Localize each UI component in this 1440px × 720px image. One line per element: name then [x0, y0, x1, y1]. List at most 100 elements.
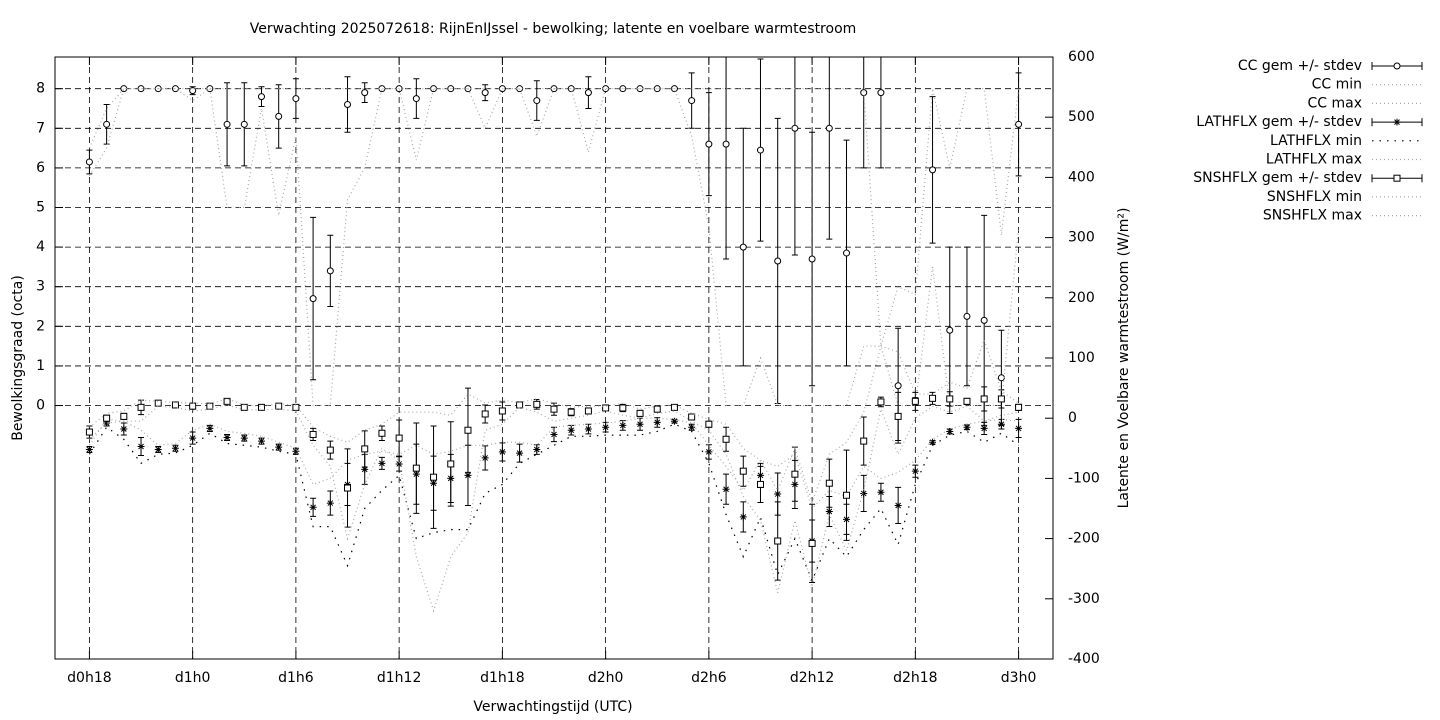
y-tick-label: 6: [36, 160, 45, 176]
marker: [326, 267, 334, 275]
marker: [240, 120, 248, 128]
marker: [997, 395, 1005, 403]
y-tick-label: 2: [36, 318, 45, 334]
marker: [636, 420, 644, 428]
marker: [85, 428, 93, 436]
legend-label: CC gem +/- stdev: [1238, 58, 1362, 74]
marker: [963, 312, 971, 320]
y2-tick-label: 500: [1068, 109, 1095, 125]
y-tick-label: 5: [36, 200, 45, 216]
x-tick-label: d0h18: [67, 670, 111, 686]
marker: [980, 424, 988, 432]
marker: [137, 403, 145, 411]
marker: [774, 490, 782, 498]
legend-label: CC max: [1307, 95, 1362, 111]
marker: [980, 316, 988, 324]
marker: [344, 484, 352, 492]
marker: [257, 403, 265, 411]
marker: [309, 430, 317, 438]
marker: [292, 447, 300, 455]
marker: [911, 397, 919, 405]
marker: [103, 120, 111, 128]
legend-label: SNSHFLX min: [1267, 189, 1362, 205]
marker: [584, 89, 592, 97]
marker: [154, 399, 162, 407]
marker: [533, 97, 541, 105]
marker: [1015, 424, 1023, 432]
marker: [361, 445, 369, 453]
marker: [223, 120, 231, 128]
marker: [739, 467, 747, 475]
marker: [894, 412, 902, 420]
y-tick-label: 8: [36, 81, 45, 97]
marker: [447, 460, 455, 468]
marker: [860, 437, 868, 445]
chart-title: Verwachting 2025072618: RijnEnIJssel - b…: [250, 21, 857, 37]
marker: [257, 93, 265, 101]
y-tick-label: 1: [36, 358, 45, 374]
marker: [378, 459, 386, 467]
marker: [206, 85, 214, 93]
marker: [602, 85, 610, 93]
marker: [670, 417, 678, 425]
marker: [722, 485, 730, 493]
marker: [894, 382, 902, 390]
marker: [860, 89, 868, 97]
y2-tick-label: 0: [1068, 410, 1077, 426]
marker: [481, 410, 489, 418]
marker: [137, 442, 145, 450]
marker: [206, 424, 214, 432]
marker: [1015, 120, 1023, 128]
marker: [946, 326, 954, 334]
marker: [963, 423, 971, 431]
marker: [739, 513, 747, 521]
marker: [584, 425, 592, 433]
marker: [808, 539, 816, 547]
plot-area: [85, 57, 1023, 613]
marker: [464, 471, 472, 479]
marker: [103, 419, 111, 427]
marker: [877, 488, 885, 496]
marker: [85, 158, 93, 166]
marker: [756, 146, 764, 154]
marker: [825, 479, 833, 487]
marker: [120, 412, 128, 420]
marker: [843, 249, 851, 257]
y2-tick-label: -200: [1068, 531, 1100, 547]
marker: [516, 449, 524, 457]
x-tick-label: d2h18: [893, 670, 937, 686]
x-tick-label: d1h12: [377, 670, 421, 686]
marker: [705, 420, 713, 428]
marker: [498, 448, 506, 456]
x-tick-label: d1h6: [278, 670, 314, 686]
marker: [602, 404, 610, 412]
marker: [326, 446, 334, 454]
legend-label: CC min: [1312, 77, 1362, 93]
marker: [550, 405, 558, 413]
marker: [412, 464, 420, 472]
legend-label: SNSHFLX gem +/- stdev: [1193, 170, 1362, 186]
marker: [705, 140, 713, 148]
legend: CC gem +/- stdev CC min CC max LATHFLX gem …: [1193, 58, 1423, 224]
marker: [533, 446, 541, 454]
marker: [929, 394, 937, 402]
marker: [584, 407, 592, 415]
marker: [481, 454, 489, 462]
marker: [361, 89, 369, 97]
marker: [275, 112, 283, 120]
marker: [1015, 403, 1023, 411]
marker: [808, 255, 816, 263]
y-axis-label: Bewolkingsgraad (octa): [10, 275, 26, 441]
marker: [877, 89, 885, 97]
marker: [361, 465, 369, 473]
marker: [206, 402, 214, 410]
marker: [688, 97, 696, 105]
marker: [997, 420, 1005, 428]
marker: [791, 124, 799, 132]
marker: [911, 467, 919, 475]
marker: [292, 403, 300, 411]
marker: [85, 446, 93, 454]
y-tick-label: 3: [36, 279, 45, 295]
marker: [378, 85, 386, 93]
marker: [653, 418, 661, 426]
